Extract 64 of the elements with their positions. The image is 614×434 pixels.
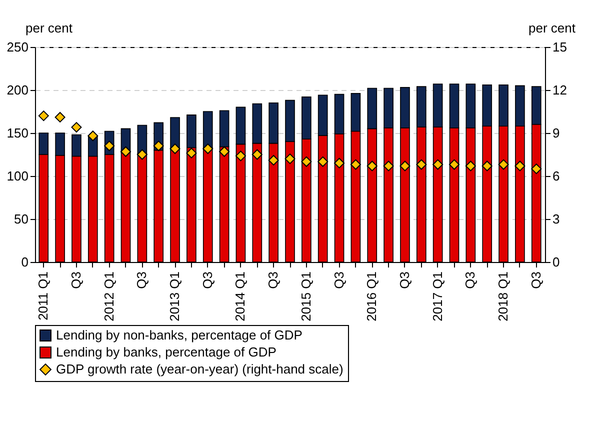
x-tick-label: 2012 Q1 bbox=[101, 272, 116, 322]
x-tick-label: 2014 Q1 bbox=[232, 272, 248, 322]
point bbox=[366, 160, 378, 172]
x-tick-label: Q3 bbox=[134, 272, 150, 289]
point bbox=[531, 164, 542, 174]
x-tick-label: 2017 Q1 bbox=[430, 272, 445, 322]
point bbox=[268, 154, 279, 166]
x-tick-label: Q3 bbox=[266, 272, 281, 289]
y2-tick-label: 12 bbox=[552, 82, 567, 98]
point bbox=[383, 160, 394, 172]
point bbox=[514, 160, 526, 172]
point bbox=[71, 122, 82, 133]
point bbox=[170, 144, 180, 154]
point bbox=[54, 112, 66, 122]
x-tick-label: Q3 bbox=[462, 272, 478, 289]
x-tick-label: 2013 Q1 bbox=[167, 272, 182, 322]
x-tick-label: 2011 Q1 bbox=[36, 272, 51, 320]
point bbox=[334, 158, 345, 168]
y-tick-label: 200 bbox=[6, 82, 28, 98]
x-tick-label: 2018 Q1 bbox=[496, 272, 511, 322]
point bbox=[104, 140, 115, 152]
point bbox=[482, 160, 492, 172]
point bbox=[301, 156, 312, 167]
y-tick-label: 150 bbox=[6, 126, 28, 140]
x-tick-label: Q3 bbox=[331, 272, 346, 289]
point bbox=[153, 140, 164, 152]
y2-tick-label: 9 bbox=[552, 126, 560, 140]
legend-label: GDP growth rate (year-on-year) (right-hand scale) bbox=[56, 362, 344, 376]
y-tick-label: 250 bbox=[6, 40, 28, 54]
y-tick-label: 50 bbox=[14, 212, 28, 226]
point bbox=[219, 146, 230, 157]
y-tick-label: 100 bbox=[6, 168, 28, 184]
x-tick-label: 2015 Q1 bbox=[298, 272, 314, 322]
point bbox=[400, 160, 410, 172]
point bbox=[284, 154, 296, 164]
x-tick-label: 2016 Q1 bbox=[364, 272, 380, 322]
point bbox=[186, 148, 197, 158]
point bbox=[449, 159, 460, 170]
x-tick-label: Q3 bbox=[396, 272, 412, 289]
point bbox=[38, 110, 49, 122]
point bbox=[252, 149, 262, 160]
y2-axis-title: per cent bbox=[528, 20, 576, 36]
y2-tick-label: 6 bbox=[552, 168, 560, 184]
y2-tick-label: 3 bbox=[552, 212, 560, 226]
point bbox=[465, 160, 476, 172]
y-tick-label: 0 bbox=[21, 254, 28, 270]
y2-tick-label: 15 bbox=[552, 40, 567, 54]
point bbox=[350, 159, 361, 170]
point bbox=[416, 159, 427, 170]
point bbox=[120, 146, 131, 157]
point bbox=[432, 159, 444, 170]
x-tick-label: Q3 bbox=[68, 272, 84, 289]
legend-label: Lending by non-banks, percentage of GDP bbox=[56, 328, 302, 342]
point bbox=[318, 156, 328, 167]
point bbox=[202, 144, 214, 154]
legend-label: Lending by banks, percentage of GDP bbox=[56, 344, 276, 360]
x-tick-label: Q3 bbox=[200, 272, 215, 289]
point bbox=[235, 150, 246, 162]
x-tick-label: Q3 bbox=[528, 272, 544, 289]
point bbox=[88, 130, 98, 142]
point bbox=[498, 159, 509, 170]
y2-tick-label: 0 bbox=[552, 254, 560, 270]
y-axis-title: per cent bbox=[26, 20, 73, 36]
point bbox=[136, 149, 148, 160]
